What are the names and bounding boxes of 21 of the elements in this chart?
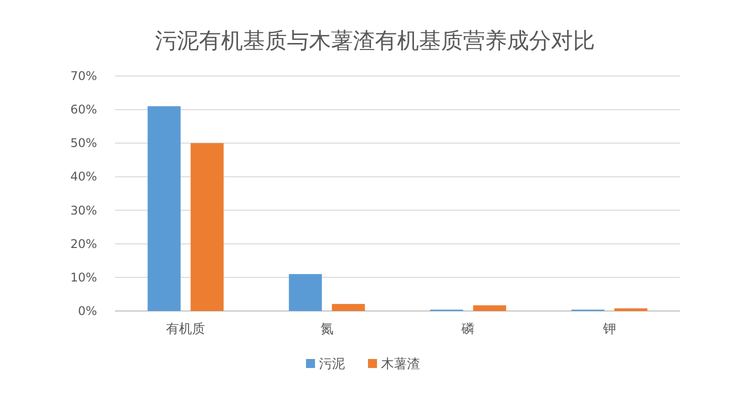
x-tick-label: 有机质 (166, 322, 206, 337)
x-tick-label: 磷 (460, 322, 475, 337)
y-tick-label: 30% (70, 203, 97, 218)
y-tick-label: 0% (78, 304, 97, 318)
y-tick-label: 10% (70, 270, 97, 284)
y-tick-label: 50% (70, 136, 97, 150)
x-tick-label: 钾 (602, 322, 616, 337)
y-tick-label: 40% (70, 170, 97, 184)
y-tick-label: 70% (70, 69, 97, 83)
bar (288, 274, 322, 311)
y-tick-label: 60% (70, 102, 97, 117)
bar (148, 106, 181, 311)
bar (332, 304, 365, 311)
legend-label: 木薯渣 (381, 357, 420, 372)
y-tick-label: 20% (70, 236, 97, 251)
bar (614, 308, 648, 311)
bar (190, 143, 224, 311)
chart-title: 污泥有机基质与木薯渣有机基质营养成分对比 (155, 29, 595, 54)
bar (473, 305, 506, 311)
legend-label: 污泥 (319, 357, 345, 372)
x-tick-label: 氮 (320, 322, 334, 337)
